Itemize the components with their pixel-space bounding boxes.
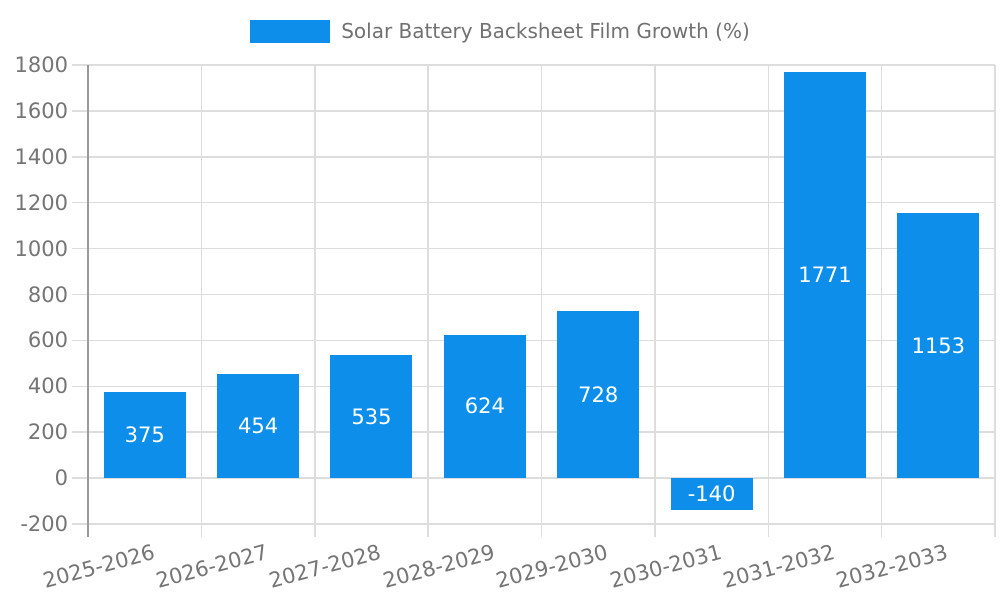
- gridline-horizontal: [72, 247, 995, 250]
- gridline-horizontal: [72, 477, 995, 479]
- y-axis-label: 0: [54, 466, 68, 491]
- y-axis-label: 1000: [14, 236, 68, 261]
- legend-swatch: [250, 19, 331, 43]
- gridline-vertical: [200, 65, 203, 537]
- bar-value-label: 1153: [911, 333, 966, 358]
- gridline-horizontal: [72, 431, 995, 433]
- bar-value-label: -140: [687, 482, 736, 507]
- gridline-horizontal: [72, 64, 995, 66]
- chart-title: Solar Battery Backsheet Film Growth (%): [341, 19, 750, 43]
- gridline-horizontal: [72, 201, 995, 204]
- gridline-vertical: [767, 65, 769, 537]
- y-axis-label: -200: [20, 512, 68, 536]
- bar[interactable]: -140: [670, 478, 753, 511]
- gridline-horizontal: [72, 523, 995, 525]
- bar[interactable]: 1153: [897, 213, 980, 479]
- bar-value-label: 624: [464, 394, 505, 419]
- gridline-vertical: [880, 65, 883, 537]
- bar[interactable]: 535: [330, 355, 413, 479]
- bar-value-label: 1771: [798, 262, 852, 287]
- gridline-vertical: [314, 65, 316, 537]
- bar[interactable]: 1771: [783, 71, 866, 479]
- gridline-vertical: [540, 65, 543, 537]
- gridline-vertical: [994, 65, 996, 537]
- y-axis-label: 1200: [14, 190, 68, 215]
- y-axis-label: 1400: [14, 144, 68, 169]
- bar-value-label: 454: [238, 414, 279, 438]
- y-axis-label: 1600: [14, 98, 68, 123]
- gridline-vertical: [427, 65, 429, 537]
- gridline-vertical: [654, 65, 656, 537]
- legend: Solar Battery Backsheet Film Growth (%): [0, 19, 1000, 43]
- y-axis-label: 600: [27, 328, 68, 353]
- bar[interactable]: 454: [217, 373, 300, 479]
- bar[interactable]: 375: [103, 392, 186, 479]
- y-axis-label: 400: [27, 374, 68, 399]
- y-axis-label: 200: [27, 420, 68, 445]
- gridline-horizontal: [72, 110, 995, 112]
- bar-value-label: 535: [351, 404, 392, 429]
- gridline-horizontal: [72, 156, 995, 158]
- y-axis-line: [87, 65, 89, 537]
- legend-item[interactable]: Solar Battery Backsheet Film Growth (%): [250, 19, 750, 43]
- bar-value-label: 375: [124, 423, 165, 448]
- gridline-horizontal: [72, 293, 995, 296]
- bar[interactable]: 728: [557, 311, 640, 479]
- bar[interactable]: 624: [443, 334, 526, 479]
- y-axis-label: 1800: [14, 53, 68, 77]
- bar-value-label: 728: [578, 382, 619, 407]
- y-axis-label: 800: [27, 282, 68, 307]
- gridline-horizontal: [72, 339, 995, 342]
- gridline-horizontal: [72, 385, 995, 388]
